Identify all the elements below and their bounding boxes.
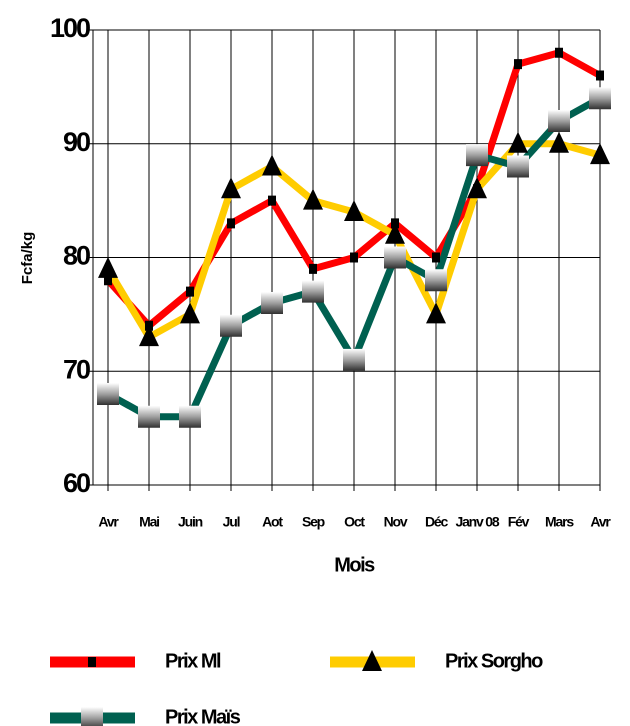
marker [221, 177, 241, 199]
x-tick-label: Mai [139, 514, 159, 530]
y-tick-label: 80 [63, 241, 90, 271]
marker [432, 252, 440, 263]
marker [384, 246, 406, 269]
marker [97, 383, 119, 405]
marker [507, 155, 529, 178]
legend-label: Prix Maïs [165, 706, 241, 726]
marker [589, 87, 611, 110]
marker [548, 110, 570, 132]
marker [261, 292, 283, 314]
marker [88, 657, 96, 667]
marker [179, 405, 201, 428]
y-tick-label: 70 [63, 354, 90, 384]
marker [549, 131, 569, 153]
x-axis-label: Mois [334, 554, 375, 576]
x-tick-label: Fév [508, 514, 530, 530]
marker [302, 280, 324, 303]
marker [467, 177, 487, 199]
marker [466, 144, 488, 167]
marker [220, 314, 242, 337]
x-tick-label: Déc [425, 514, 448, 530]
marker [186, 286, 194, 297]
marker [81, 707, 103, 726]
marker [596, 70, 604, 81]
marker [350, 252, 358, 263]
x-tick-label: Jul [223, 514, 240, 530]
marker [262, 154, 282, 176]
legend-label: Prix Sorgho [445, 650, 543, 672]
marker [268, 195, 276, 206]
y-axis-label: Fcfa/kg [19, 232, 36, 285]
x-tick-label: Janv 08 [456, 514, 500, 530]
x-tick-label: Aot [262, 514, 283, 530]
marker [138, 405, 160, 428]
marker [104, 275, 112, 286]
x-tick-label: Juin [178, 514, 203, 530]
x-tick-label: Mars [545, 514, 574, 530]
y-tick-label: 100 [50, 13, 90, 43]
marker [98, 256, 118, 278]
x-tick-label: Sep [302, 514, 325, 530]
marker [227, 218, 235, 229]
marker [425, 269, 447, 292]
x-tick-label: Avr [590, 514, 611, 530]
marker [303, 188, 323, 210]
marker [343, 348, 365, 371]
marker [590, 143, 610, 165]
marker [555, 47, 563, 58]
marker [514, 59, 522, 70]
marker [344, 200, 364, 221]
marker [508, 131, 528, 153]
x-tick-label: Oct [344, 514, 365, 530]
marker [385, 222, 405, 244]
legend-label: Prix Ml [165, 650, 221, 672]
marker [362, 650, 382, 671]
y-tick-label: 90 [63, 127, 90, 157]
marker [180, 302, 200, 324]
x-tick-label: Avr [98, 514, 119, 530]
marker [309, 263, 317, 274]
marker [139, 325, 159, 347]
x-tick-label: Nov [384, 514, 408, 530]
marker [426, 302, 446, 324]
y-tick-label: 60 [63, 468, 90, 498]
